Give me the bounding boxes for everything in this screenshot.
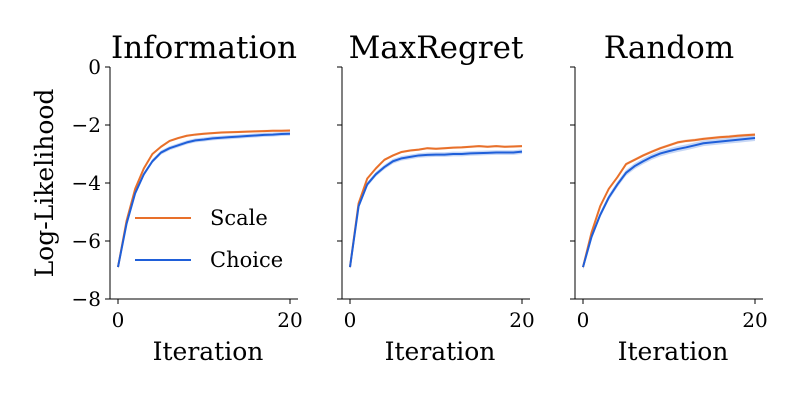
x-axis-label: Iteration	[385, 337, 496, 366]
x-tick-label: 0	[112, 308, 125, 332]
x-tick-label: 20	[742, 308, 767, 332]
series-line-scale	[349, 145, 523, 268]
y-tick-label: −6	[72, 229, 101, 253]
x-tick-label: 0	[344, 308, 357, 332]
x-tick-label: 20	[277, 308, 302, 332]
x-axis-label: Iteration	[618, 337, 729, 366]
subplot-3: Random 0 20 Iteration	[570, 30, 768, 366]
confidence-band-scale	[350, 145, 522, 269]
y-tick-label: −8	[72, 287, 101, 311]
legend-label-choice: Choice	[210, 248, 283, 272]
series-line-scale	[117, 129, 291, 268]
legend-label-scale: Scale	[210, 206, 268, 230]
subplot-1: Information 0 −2 −4 −6 −8 0 20 Iteration Log-Like…	[30, 30, 303, 366]
chart-title: Random	[604, 30, 734, 66]
x-tick-label: 0	[577, 308, 590, 332]
confidence-band-choice	[583, 135, 755, 270]
series-line-scale	[582, 133, 756, 268]
chart-title: Information	[111, 30, 297, 66]
series-line-choice	[117, 132, 291, 268]
x-axis-label: Iteration	[153, 337, 264, 366]
y-tick-label: −4	[72, 171, 101, 195]
y-tick-label: 0	[88, 55, 101, 79]
subplot-2: MaxRegret 0 20 Iteration	[337, 30, 535, 366]
legend: Scale Choice	[135, 206, 283, 272]
series-line-choice	[582, 137, 756, 268]
chart-title: MaxRegret	[349, 30, 524, 66]
y-tick-label: −2	[72, 113, 101, 137]
series-line-choice	[349, 150, 523, 268]
x-tick-label: 20	[509, 308, 534, 332]
y-axis-label: Log-Likelihood	[30, 89, 59, 278]
